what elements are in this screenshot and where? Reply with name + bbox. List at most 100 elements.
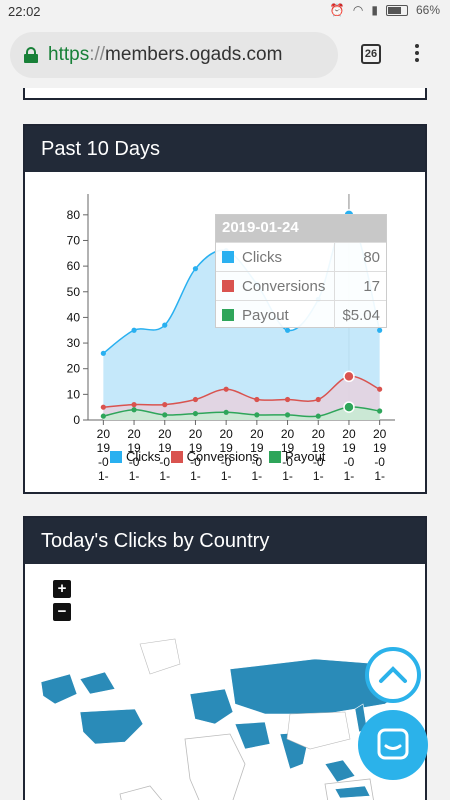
point-conversions bbox=[343, 370, 355, 383]
point-conversions bbox=[223, 386, 229, 392]
x-tick-label: 1- bbox=[190, 469, 201, 483]
point-payout bbox=[192, 410, 199, 417]
past-10-days-chart[interactable]: 0 10 20 30 40 50 60 70 80 20 19 -0 1- 20 19 -0 1- 20 19 -0 1… bbox=[25, 172, 425, 492]
x-tick-label: 20 bbox=[250, 427, 264, 441]
tooltip-value: 80 bbox=[334, 243, 386, 271]
tooltip-row-conversions: Conversions 17 bbox=[216, 271, 386, 300]
point-payout bbox=[284, 412, 291, 418]
chart-legend: Clicks Conversions Payout bbox=[110, 449, 325, 464]
legend-item-payout[interactable]: Payout bbox=[268, 449, 326, 464]
browser-toolbar: https :// members.ogads.com 26 bbox=[0, 24, 450, 88]
map-land-africa bbox=[184, 733, 246, 800]
tooltip-label: Clicks bbox=[242, 248, 282, 266]
y-tick-label: 0 bbox=[73, 413, 80, 427]
card-title: Past 10 Days bbox=[25, 126, 425, 172]
y-tick-label: 80 bbox=[67, 208, 81, 222]
chevron-up-icon bbox=[379, 666, 407, 683]
card-title: Today's Clicks by Country bbox=[25, 518, 425, 564]
point-payout bbox=[377, 408, 383, 414]
x-tick-label: 1- bbox=[344, 469, 355, 483]
chat-icon bbox=[377, 728, 409, 760]
map-land-europe bbox=[189, 688, 234, 725]
x-tick-label: 1- bbox=[221, 469, 232, 483]
point-payout bbox=[315, 413, 321, 419]
point-conversions bbox=[315, 396, 321, 403]
point-conversions bbox=[254, 396, 260, 403]
menu-button[interactable] bbox=[411, 44, 423, 68]
area-conversions bbox=[103, 376, 380, 420]
clicks-swatch bbox=[222, 251, 234, 263]
payout-swatch bbox=[222, 309, 234, 321]
point-clicks bbox=[284, 327, 291, 333]
chart-tooltip: 2019-01-24 Clicks 80 Conversions 17 Payo… bbox=[215, 214, 387, 329]
x-tick-label: 20 bbox=[219, 427, 233, 441]
x-tick-label: -0 bbox=[282, 455, 293, 469]
map-land-indonesia bbox=[334, 785, 371, 799]
y-tick-label: 60 bbox=[67, 259, 81, 273]
x-tick-label: 1- bbox=[282, 469, 293, 483]
address-bar[interactable]: https :// members.ogads.com bbox=[10, 32, 338, 78]
map-zoom-out-button[interactable]: − bbox=[53, 603, 71, 621]
tooltip-label: Payout bbox=[242, 306, 289, 324]
battery-icon bbox=[385, 4, 408, 16]
x-tick-label: 1- bbox=[252, 469, 263, 483]
chat-launcher-button[interactable] bbox=[358, 710, 428, 780]
url-separator: :// bbox=[89, 44, 106, 65]
x-tick-label: 1- bbox=[159, 469, 170, 483]
past-10-days-card: Past 10 Days 0 10 20 30 40 50 60 70 80 20 19 -0 1- 20… bbox=[23, 124, 427, 494]
legend-item-conversions[interactable]: Conversions bbox=[170, 449, 259, 464]
legend-label: Payout bbox=[284, 449, 326, 464]
x-tick-label: 19 bbox=[189, 441, 203, 455]
point-payout bbox=[254, 412, 260, 418]
x-tick-label: -0 bbox=[344, 455, 355, 469]
x-tick-label: 19 bbox=[312, 441, 326, 455]
lock-icon bbox=[24, 47, 38, 63]
x-tick-label: 19 bbox=[158, 441, 172, 455]
point-conversions bbox=[131, 402, 137, 408]
map-zoom-in-button[interactable]: + bbox=[53, 580, 71, 598]
x-tick-label: -0 bbox=[129, 455, 140, 469]
line-conversions bbox=[103, 375, 380, 408]
map-land-china bbox=[286, 711, 351, 750]
point-conversions bbox=[284, 396, 291, 403]
x-tick-label: 20 bbox=[158, 427, 172, 441]
point-payout bbox=[131, 407, 137, 413]
x-tick-label: 1- bbox=[374, 469, 385, 483]
x-tick-label: 1- bbox=[313, 469, 324, 483]
x-tick-label: -0 bbox=[159, 455, 170, 469]
status-bar: 22:02 ⏰ ◠ ▮ 66% bbox=[0, 0, 450, 24]
map-land-alaska bbox=[40, 673, 78, 705]
x-tick-label: 1- bbox=[98, 469, 109, 483]
url-host: members.ogads.com bbox=[105, 44, 283, 65]
legend-item-clicks[interactable]: Clicks bbox=[110, 449, 161, 464]
map-land-middle-east bbox=[234, 721, 271, 750]
tooltip-row-clicks: Clicks 80 bbox=[216, 242, 386, 271]
point-conversions bbox=[377, 386, 383, 392]
x-tick-label: 19 bbox=[127, 441, 141, 455]
map-land-canada-west bbox=[79, 671, 116, 695]
x-tick-label: 19 bbox=[97, 441, 111, 455]
x-tick-label: 20 bbox=[312, 427, 326, 441]
scroll-to-top-button[interactable] bbox=[365, 647, 421, 703]
x-tick-label: 20 bbox=[373, 427, 387, 441]
alarm-icon: ⏰ bbox=[329, 3, 345, 17]
y-tick-label: 30 bbox=[67, 336, 81, 350]
point-payout bbox=[343, 401, 355, 413]
y-tick-label: 20 bbox=[67, 362, 81, 376]
x-tick-label: -0 bbox=[252, 455, 263, 469]
tooltip-label: Conversions bbox=[242, 277, 326, 295]
x-tick-label: -0 bbox=[190, 455, 201, 469]
x-tick-label: -0 bbox=[313, 455, 324, 469]
x-tick-label: -0 bbox=[221, 455, 232, 469]
tooltip-row-payout: Payout $5.04 bbox=[216, 300, 386, 329]
tab-switcher-button[interactable]: 26 bbox=[361, 44, 381, 64]
url-scheme: https bbox=[48, 44, 90, 65]
legend-label: Clicks bbox=[126, 449, 161, 464]
point-clicks bbox=[100, 350, 106, 356]
legend-swatch bbox=[268, 450, 281, 463]
wifi-icon: ◠ bbox=[352, 3, 364, 17]
tooltip-value: 17 bbox=[334, 272, 386, 300]
map-land-greenland bbox=[139, 638, 181, 675]
line-payout bbox=[103, 406, 380, 418]
tooltip-value: $5.04 bbox=[334, 301, 386, 329]
